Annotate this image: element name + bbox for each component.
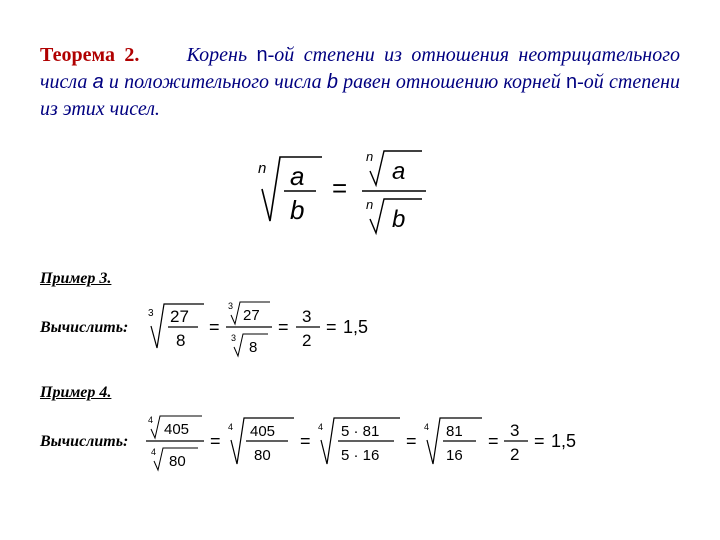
svg-text:2: 2 [302, 331, 311, 350]
svg-text:3: 3 [510, 421, 519, 440]
svg-text:4: 4 [151, 447, 156, 457]
svg-text:5 · 16: 5 · 16 [341, 447, 379, 464]
root-index-n-bot: n [366, 197, 373, 212]
example4-row: Вычислить: 4 405 4 80 = 4 405 80 = 4 5 ·… [40, 412, 680, 472]
svg-text:4: 4 [424, 422, 429, 432]
frac-den-b: b [290, 195, 304, 225]
tb-p3: и положительного числа [104, 71, 327, 93]
frac-num-a: a [290, 161, 304, 191]
example3-row: Вычислить: 3 27 8 = 3 27 3 8 = 3 2 = 1,5 [40, 298, 680, 358]
example4-label: Пример 4. [40, 384, 680, 402]
num-a: a [392, 158, 405, 185]
svg-text:3: 3 [148, 308, 154, 319]
svg-text:27: 27 [170, 307, 189, 326]
svg-text:80: 80 [169, 453, 186, 470]
theorem-text: Теорема 2. Корень n-ой степени из отноше… [40, 42, 680, 123]
tb-a: a [93, 71, 104, 93]
svg-text:=: = [300, 431, 311, 451]
svg-text:=: = [488, 431, 499, 451]
svg-text:16: 16 [446, 447, 463, 464]
theorem-title: Теорема 2. [40, 44, 139, 66]
svg-text:4: 4 [148, 415, 153, 425]
svg-text:=: = [534, 431, 545, 451]
tb-p1: Корень [187, 44, 257, 66]
svg-text:2: 2 [510, 445, 519, 464]
main-formula: n a b = n a n b [40, 147, 680, 240]
svg-text:5 · 81: 5 · 81 [341, 423, 379, 440]
example3-label: Пример 3. [40, 270, 680, 288]
svg-text:=: = [209, 317, 220, 337]
compute-label-3: Вычислить: [40, 319, 132, 337]
tb-n2: n [566, 71, 577, 93]
svg-text:3: 3 [231, 333, 236, 343]
root-index-n-left: n [258, 160, 266, 177]
ex3-result: 1,5 [343, 317, 368, 337]
svg-text:4: 4 [228, 422, 233, 432]
tb-p4: равен отношению корней [338, 71, 566, 93]
tb-b: b [327, 71, 338, 93]
svg-text:27: 27 [243, 307, 260, 324]
den-b: b [392, 206, 405, 233]
svg-text:405: 405 [250, 423, 275, 440]
example3-formula: 3 27 8 = 3 27 3 8 = 3 2 = 1,5 [146, 298, 426, 358]
svg-text:8: 8 [176, 331, 185, 350]
compute-label-4: Вычислить: [40, 433, 132, 451]
ex4-result: 1,5 [551, 431, 576, 451]
equals-main: = [332, 173, 347, 203]
svg-text:405: 405 [164, 421, 189, 438]
svg-text:3: 3 [228, 301, 233, 311]
svg-text:=: = [278, 317, 289, 337]
svg-text:3: 3 [302, 307, 311, 326]
root-index-n-top: n [366, 149, 373, 164]
svg-text:=: = [326, 317, 337, 337]
svg-text:=: = [210, 431, 221, 451]
svg-text:4: 4 [318, 422, 323, 432]
example4-formula: 4 405 4 80 = 4 405 80 = 4 5 · 81 5 · 16 … [146, 412, 626, 472]
svg-text:8: 8 [249, 339, 257, 356]
svg-text:=: = [406, 431, 417, 451]
tb-n1: n [257, 44, 268, 66]
svg-text:81: 81 [446, 423, 463, 440]
svg-text:80: 80 [254, 447, 271, 464]
